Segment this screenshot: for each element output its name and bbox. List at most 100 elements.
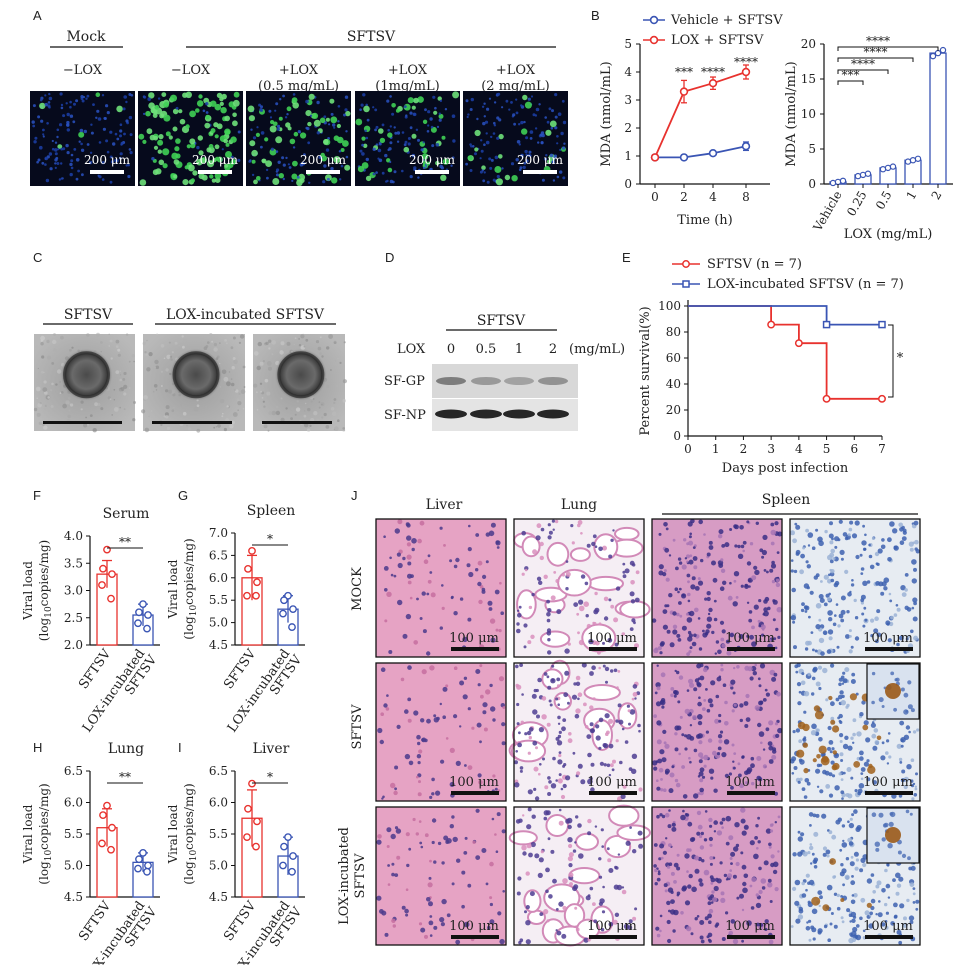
cell-nucleus	[543, 672, 548, 676]
cell-nucleus	[844, 874, 850, 880]
x-tick-label: 1	[712, 442, 720, 456]
cell-nucleus	[814, 860, 817, 864]
cell-nucleus	[881, 581, 887, 587]
tem-grain	[70, 403, 74, 407]
cell-nucleus	[845, 705, 849, 709]
cell-nucleus	[854, 616, 859, 620]
cell-nucleus	[829, 750, 833, 754]
cell-nucleus	[899, 903, 905, 909]
tem-grain	[160, 423, 163, 427]
histo-row-lox-1: LOX-incubated	[337, 827, 352, 925]
cell-nucleus	[721, 629, 726, 634]
nucleus	[110, 160, 114, 164]
infected-cell	[361, 136, 366, 141]
cell-nucleus	[679, 715, 683, 719]
cell-nucleus	[887, 537, 892, 543]
cell-nucleus	[885, 883, 891, 889]
cell-nucleus	[732, 760, 735, 763]
cell-nucleus	[653, 766, 658, 771]
tem-grain	[55, 390, 59, 394]
legend-label: SFTSV (n = 7)	[707, 257, 802, 272]
tem-grain	[100, 407, 104, 411]
nucleus	[116, 137, 120, 141]
cell-nucleus	[881, 922, 886, 927]
cell-nucleus	[556, 740, 563, 746]
x-tick-label: 8	[742, 190, 750, 204]
cell-nucleus	[562, 905, 567, 911]
nucleus	[42, 128, 45, 132]
cell-nucleus	[763, 860, 769, 866]
cell-nucleus	[831, 747, 835, 751]
cell-nucleus	[571, 694, 578, 700]
tem-image	[253, 333, 347, 432]
infected-cell	[203, 97, 210, 104]
cell-nucleus	[729, 528, 733, 531]
significance-bracket	[888, 324, 894, 398]
cell-nucleus	[536, 714, 540, 719]
cell-nucleus	[720, 568, 726, 573]
legend-marker	[682, 280, 690, 288]
cell-nucleus	[590, 728, 595, 733]
cell-nucleus	[443, 835, 449, 841]
y-axis-unit: (log10copies/mg)	[182, 538, 199, 639]
cell-nucleus	[575, 927, 580, 932]
cell-nucleus	[676, 670, 680, 675]
cell-nucleus	[840, 790, 845, 795]
nucleus	[537, 141, 540, 144]
infected-cell	[292, 160, 298, 167]
nucleus	[69, 162, 73, 167]
nucleus	[516, 140, 521, 144]
cell-nucleus	[798, 690, 802, 694]
inset-positive-cell	[885, 683, 901, 699]
y-tick-label: 4.5	[209, 638, 228, 652]
infected-cell	[186, 144, 191, 149]
cell-nucleus	[765, 828, 772, 834]
cell-nucleus	[700, 831, 704, 836]
nucleus	[527, 97, 531, 101]
cell-nucleus	[491, 817, 495, 821]
cell-nucleus	[413, 640, 419, 645]
cell-nucleus	[888, 755, 892, 759]
nucleus	[125, 100, 128, 104]
cell-nucleus	[672, 611, 677, 616]
cell-nucleus	[589, 705, 594, 710]
tem-grain	[53, 333, 56, 336]
cell-nucleus	[660, 856, 664, 860]
significance-bracket	[837, 69, 889, 74]
cell-nucleus	[841, 824, 846, 828]
tem-grain	[334, 426, 339, 432]
y-axis-unit-part: (log	[37, 617, 51, 641]
cell-nucleus	[735, 861, 740, 867]
cell-nucleus	[707, 913, 712, 919]
cell-nucleus	[774, 821, 777, 824]
cell-nucleus	[853, 851, 859, 857]
cell-nucleus	[860, 767, 866, 772]
cell-nucleus	[558, 773, 562, 777]
cell-nucleus	[453, 564, 458, 569]
cell-nucleus	[794, 879, 801, 886]
cell-nucleus	[817, 665, 823, 670]
cell-nucleus	[807, 851, 811, 855]
inset-nucleus	[905, 710, 909, 713]
cell-nucleus	[656, 933, 661, 938]
nucleus	[260, 131, 265, 135]
nucleus	[86, 94, 90, 98]
cell-nucleus	[614, 865, 618, 870]
tem-grain	[38, 421, 42, 425]
replicate-point	[248, 547, 256, 555]
infected-cell	[154, 104, 160, 110]
cell-nucleus	[631, 697, 635, 701]
infected-cell	[142, 139, 147, 144]
tem-grain	[271, 353, 274, 355]
tem-grain	[110, 357, 113, 360]
nucleus	[366, 118, 370, 122]
nucleus	[316, 100, 320, 105]
significance-star: *	[897, 351, 904, 366]
cell-nucleus	[573, 602, 579, 607]
nucleus	[389, 160, 392, 164]
tem-grain	[43, 380, 47, 384]
inset-nucleus	[881, 837, 886, 842]
cell-nucleus	[682, 593, 685, 597]
cell-nucleus	[622, 562, 626, 566]
